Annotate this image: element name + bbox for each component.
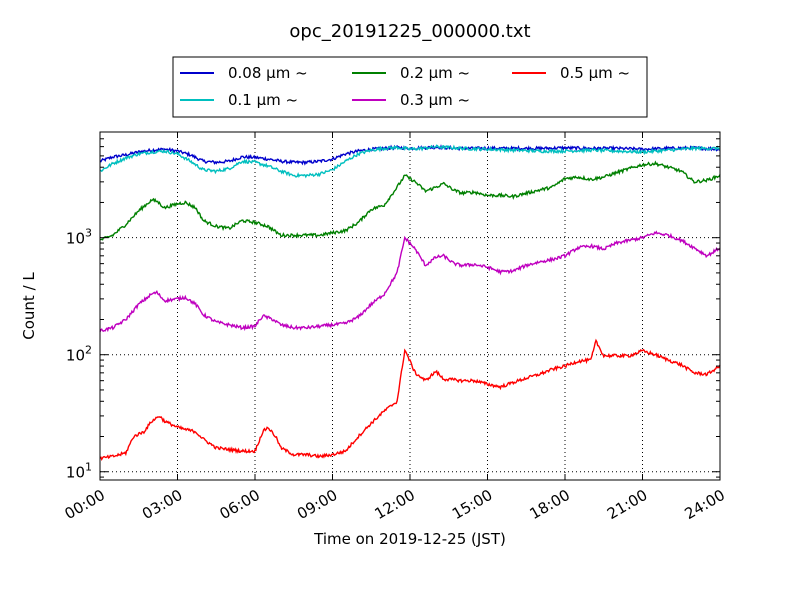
y-tick-label: 101 bbox=[66, 461, 92, 482]
legend-label-2: 0.2 μm ~ bbox=[400, 64, 470, 82]
x-axis-label: Time on 2019-12-25 (JST) bbox=[313, 530, 506, 548]
y-tick-label-base: 10 bbox=[66, 230, 85, 248]
y-tick-label-base: 10 bbox=[66, 464, 85, 482]
legend-frame bbox=[172, 56, 648, 118]
y-tick-label: 102 bbox=[66, 344, 92, 365]
chart-title: opc_20191225_000000.txt bbox=[289, 21, 530, 42]
y-tick-label-exponent: 3 bbox=[85, 227, 92, 240]
legend-label-0: 0.08 μm ~ bbox=[228, 64, 308, 82]
y-tick-label-exponent: 1 bbox=[85, 461, 92, 474]
legend-label-1: 0.1 μm ~ bbox=[228, 91, 298, 109]
legend: 0.08 μm ~ 0.1 μm ~ 0.2 μm ~ 0.3 μm ~ 0.5 μm … bbox=[172, 56, 648, 118]
legend-label-4: 0.5 μm ~ bbox=[560, 64, 630, 82]
series-line-3 bbox=[99, 230, 721, 333]
y-tick-label-base: 10 bbox=[66, 347, 85, 365]
series-layer bbox=[99, 144, 721, 462]
legend-label-3: 0.3 μm ~ bbox=[400, 91, 470, 109]
y-axis-label: Count / L bbox=[20, 272, 38, 340]
series-line-4 bbox=[99, 338, 721, 462]
series-line-2 bbox=[99, 160, 721, 241]
y-tick-label: 103 bbox=[66, 227, 92, 248]
y-tick-label-exponent: 2 bbox=[85, 344, 92, 357]
series-line-1 bbox=[99, 144, 721, 179]
